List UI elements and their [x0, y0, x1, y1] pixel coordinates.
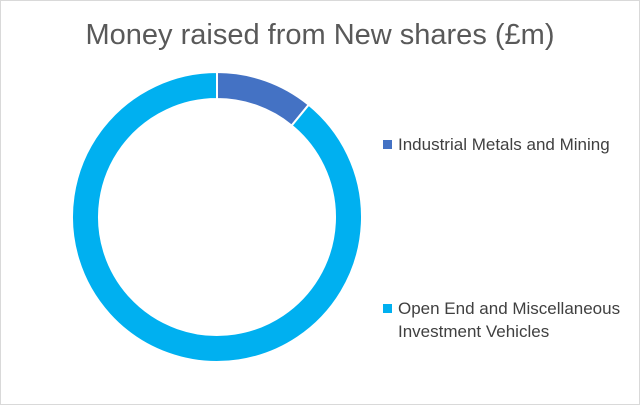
legend-label: Industrial Metals and Mining — [398, 135, 610, 154]
donut-slice — [71, 70, 363, 363]
legend-label: Open End and Miscellaneous Investment Ve… — [398, 299, 621, 341]
legend-item-open-end-investment: Open End and Miscellaneous Investment Ve… — [383, 297, 633, 343]
legend-swatch — [383, 140, 392, 149]
legend-swatch — [383, 304, 392, 313]
donut-slices — [71, 70, 363, 363]
chart-title: Money raised from New shares (£m) — [85, 19, 555, 51]
legend-item-industrial-metals: Industrial Metals and Mining — [383, 133, 633, 156]
donut-slice — [216, 70, 311, 128]
